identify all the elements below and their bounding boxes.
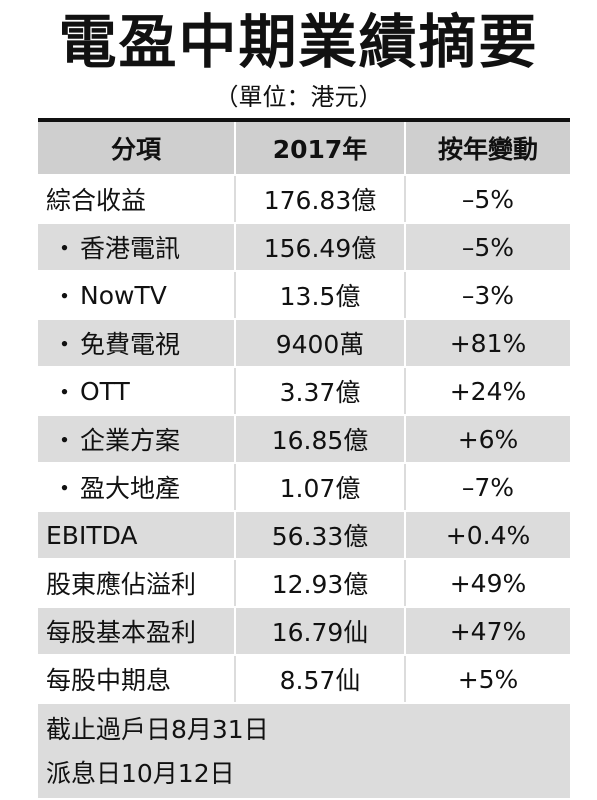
row-value: 13.5億 (236, 272, 406, 318)
row-value: 156.49億 (236, 224, 406, 270)
row-item-label: NowTV (80, 280, 167, 310)
bullet-mark: ・ (52, 378, 78, 407)
row-value: 12.93億 (236, 560, 406, 606)
results-table: 分項 2017年 按年變動 綜合收益 176.83億 –5% ・香港電訊 156.49億… (38, 118, 570, 798)
page-title: 電盈中期業績摘要 (58, 8, 539, 76)
table-row: ・免費電視 9400萬 +81% (38, 320, 570, 368)
row-change: +81% (449, 328, 527, 358)
row-item-label: 香港電訊 (80, 234, 181, 263)
payment-date: 派息日10月12日 (46, 759, 235, 788)
row-item: 綜合收益 (38, 176, 236, 222)
bullet-mark: ・ (52, 234, 78, 263)
table-header: 分項 2017年 按年變動 (38, 122, 570, 176)
row-change: +49% (449, 568, 527, 598)
row-item-label: 盈大地產 (80, 474, 181, 503)
row-item: 每股基本盈利 (38, 608, 236, 654)
row-item-label: 免費電視 (80, 330, 181, 359)
row-item-label: 綜合收益 (46, 186, 147, 215)
row-value: 1.07億 (236, 464, 406, 510)
row-change: +5% (457, 664, 519, 694)
row-value: 56.33億 (236, 512, 406, 558)
table-row: 每股基本盈利 16.79仙 +47% (38, 608, 570, 656)
row-change: +47% (449, 616, 527, 646)
row-value: 16.79仙 (236, 608, 406, 654)
table-row: ・盈大地產 1.07億 –7% (38, 464, 570, 512)
bullet-mark: ・ (52, 282, 78, 311)
row-value: 9400萬 (236, 320, 406, 366)
row-item: 每股中期息 (38, 656, 236, 702)
table-row: 股東應佔溢利 12.93億 +49% (38, 560, 570, 608)
table-row: 綜合收益 176.83億 –5% (38, 176, 570, 224)
table-row: ・香港電訊 156.49億 –5% (38, 224, 570, 272)
row-item-label: OTT (80, 376, 130, 406)
bullet-mark: ・ (52, 474, 78, 503)
table-row: EBITDA 56.33億 +0.4% (38, 512, 570, 560)
unit-note: （單位：港元） (214, 83, 383, 111)
table-top-rule (38, 118, 570, 122)
row-item-label: 企業方案 (80, 426, 181, 455)
table-row: ・ NowTV 13.5億 –3% (38, 272, 570, 320)
bullet-mark: ・ (52, 426, 78, 455)
row-item-label: 每股基本盈利 (46, 618, 197, 647)
row-item: ・ OTT (38, 368, 236, 414)
row-item-label: 每股中期息 (46, 666, 172, 695)
row-value: 3.37億 (236, 368, 406, 414)
header-item: 分項 (38, 122, 236, 174)
row-item: ・企業方案 (38, 416, 236, 462)
row-change: +0.4% (445, 520, 531, 550)
row-item: ・免費電視 (38, 320, 236, 366)
row-item: ・香港電訊 (38, 224, 236, 270)
row-item: EBITDA (38, 512, 236, 558)
row-value: 16.85億 (236, 416, 406, 462)
row-value: 8.57仙 (236, 656, 406, 702)
row-item: 股東應佔溢利 (38, 560, 236, 606)
row-change: +6% (457, 424, 519, 454)
row-item-label: EBITDA (46, 520, 138, 550)
dividend-dates: 截止過戶日8月31日 派息日10月12日 (38, 704, 570, 798)
table-body: 綜合收益 176.83億 –5% ・香港電訊 156.49億 –5% ・ NowTV 13.5億… (38, 176, 570, 704)
row-change: –5% (461, 184, 515, 214)
row-value: 176.83億 (236, 176, 406, 222)
book-close-date: 截止過戶日8月31日 (46, 715, 269, 744)
row-item-label: 股東應佔溢利 (46, 570, 197, 599)
row-item: ・ NowTV (38, 272, 236, 318)
row-change: +24% (449, 376, 527, 406)
table-row: 每股中期息 8.57仙 +5% (38, 656, 570, 704)
row-item: ・盈大地產 (38, 464, 236, 510)
table-row: ・ OTT 3.37億 +24% (38, 368, 570, 416)
table-row: ・企業方案 16.85億 +6% (38, 416, 570, 464)
row-change: –7% (461, 472, 515, 502)
row-change: –5% (461, 232, 515, 262)
row-change: –3% (461, 280, 515, 310)
bullet-mark: ・ (52, 330, 78, 359)
header-change: 按年變動 (437, 135, 538, 164)
header-year: 2017年 (236, 122, 406, 174)
